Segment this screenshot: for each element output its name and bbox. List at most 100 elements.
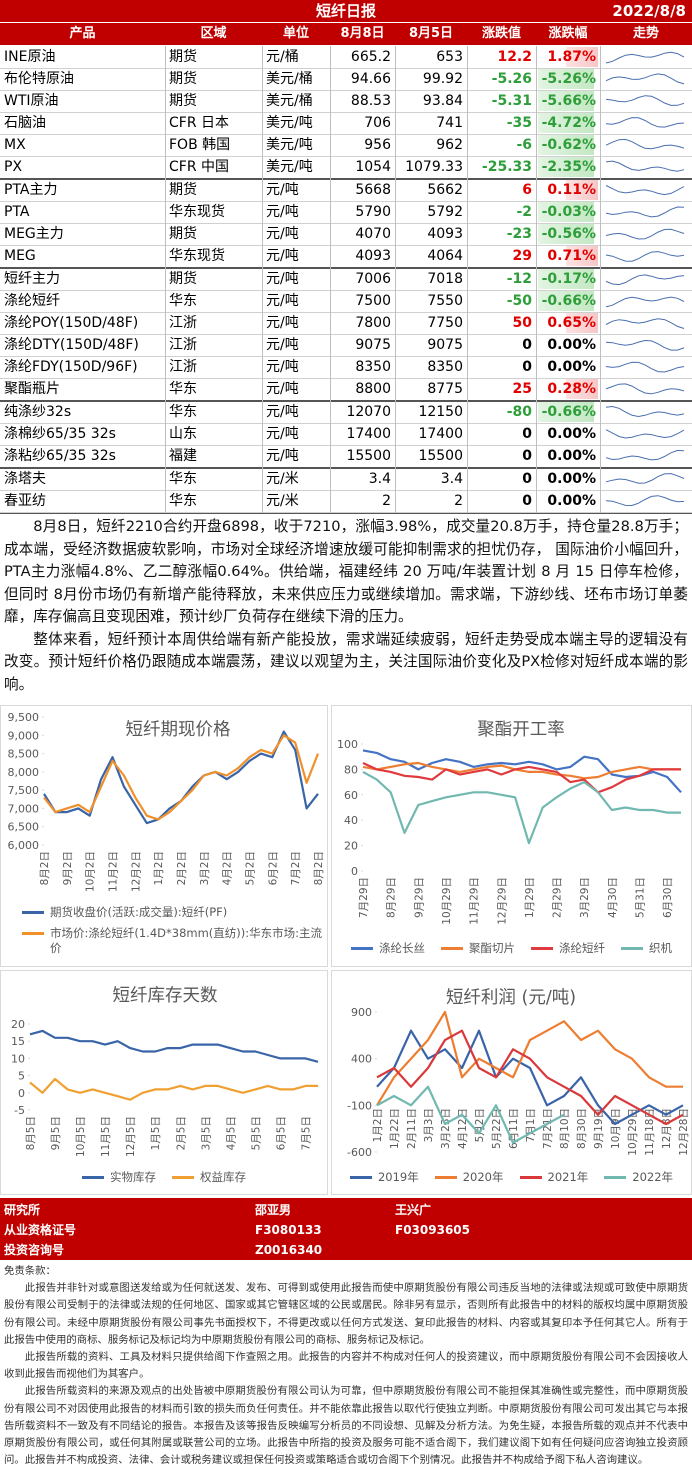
legend-swatch [441, 947, 463, 950]
y-tick-label: 8,000 [8, 766, 40, 779]
x-tick-label: 3月29日 [579, 877, 591, 918]
row-line [0, 134, 692, 135]
trend-sparkline [605, 383, 685, 395]
legend-swatch [172, 1176, 194, 1179]
table-cell: PTA [4, 204, 30, 220]
legend: 实物库存 权益库存 [0, 1170, 328, 1185]
footer-name: 王兴广 [395, 1203, 432, 1217]
table-cell: 布伦特原油 [4, 71, 74, 87]
x-tick-label: 1月29日 [524, 877, 536, 918]
disclaimer-paragraph: 此报告所载资料的来源及观点的出处皆被中原期货股份有限公司认为可靠，但中原期货股份… [4, 1385, 688, 1467]
table-cell: 29 [512, 248, 532, 264]
y-tick-label: 400 [351, 1053, 372, 1066]
table-cell: 7500 [355, 293, 391, 309]
x-tick-label: 1月22日 [389, 1108, 401, 1149]
table-cell: 3.4 [440, 471, 463, 487]
table-cell: 706 [364, 115, 391, 131]
table-cell: -50 [506, 293, 532, 309]
row-line [0, 334, 692, 335]
x-tick-label: 1月5日 [150, 1116, 162, 1150]
y-tick-label: 0 [18, 1087, 25, 1100]
cell-shade [538, 402, 594, 422]
table-cell: -0.03% [541, 204, 596, 220]
column-header: 单位 [282, 26, 309, 41]
x-tick-label: 12月29日 [496, 877, 508, 925]
trend-sparkline [605, 361, 685, 373]
analysis-paragraph: 8月8日，短纤2210合约开盘6898，收于7210，涨幅3.98%，成交量20… [4, 518, 688, 625]
x-tick-label: 6月5日 [275, 1116, 287, 1150]
x-tick-label: 11月29日 [469, 877, 481, 925]
legend-swatch [82, 1176, 104, 1179]
table-cell: 元/吨 [266, 271, 299, 287]
table-cell: -12 [506, 271, 532, 287]
table-cell: -2.35% [541, 159, 596, 175]
trend-sparkline [605, 429, 685, 439]
row-line [0, 245, 692, 246]
trend-sparkline [605, 274, 685, 286]
table-cell: 华东现货 [169, 204, 225, 220]
table-cell: 华东现货 [169, 248, 225, 264]
group-separator [0, 467, 692, 469]
series-line [376, 1029, 684, 1126]
legend-label: 权益库存 [200, 1170, 246, 1184]
cell-shade [538, 69, 594, 89]
table-cell: 665.2 [350, 49, 391, 65]
footer-label: 从业资格证号 [4, 1223, 77, 1237]
table-cell: PX [4, 159, 23, 175]
series-line [362, 770, 681, 845]
table-cell: 17400 [346, 426, 391, 442]
table-cell: 元/吨 [266, 248, 299, 264]
x-tick-label: 3月2日 [199, 851, 211, 885]
x-tick-label: 12月8日 [661, 1108, 673, 1149]
table-cell: -4.72% [541, 115, 596, 131]
table-cell: 0.00% [547, 426, 596, 442]
table-cell: 99.92 [422, 71, 463, 87]
chart: 聚酯开工率 0 20 40 60 80 100 7月29日 8月29日 9月29日 10月29日 11… [331, 705, 692, 967]
table-cell: MX [4, 137, 26, 153]
column-line [330, 46, 331, 513]
table-cell: CFR 日本 [169, 115, 230, 131]
x-tick-label: 12月5日 [125, 1116, 137, 1157]
table-cell: 华东 [169, 404, 197, 420]
legend-item: 权益库存 [172, 1170, 246, 1185]
chart-frame [0, 705, 328, 967]
trend-sparkline [605, 160, 685, 172]
table-cell: 华东 [169, 493, 197, 509]
table-cell: 3.4 [368, 471, 391, 487]
chart-frame [0, 970, 328, 1195]
table-cell: 9075 [427, 337, 463, 353]
cell-shade [538, 157, 594, 177]
x-tick-label: 1月2日 [372, 1108, 384, 1142]
table-cell: 15500 [346, 448, 391, 464]
row-line [0, 223, 692, 224]
y-tick-label: -5 [14, 1104, 25, 1117]
table-cell: 9075 [355, 337, 391, 353]
table-cell: 期货 [169, 182, 197, 198]
legend-swatch [22, 932, 44, 935]
table-cell: 期货 [169, 71, 197, 87]
trend-sparkline [605, 138, 685, 150]
table-cell: 0 [522, 426, 532, 442]
sparkline-layer [605, 51, 685, 507]
disclaimer-title: 免责条款： [4, 1265, 56, 1277]
trend-sparkline [605, 185, 685, 196]
row-line [0, 290, 692, 291]
x-tick-label: 6月2日 [267, 851, 279, 885]
table-cell: 涤塔夫 [4, 471, 46, 487]
trend-sparkline [605, 296, 685, 308]
table-cell: MEG [4, 248, 36, 264]
table-cell: 4093 [427, 226, 463, 242]
legend: 涤纶长丝 聚酯切片 涤纶短纤 织机 [331, 941, 692, 956]
table-cell: 12070 [346, 404, 391, 420]
table-cell: 聚酯瓶片 [4, 381, 60, 397]
legend-item: 涤纶短纤 [531, 941, 605, 956]
table-cell: 12150 [418, 404, 463, 420]
x-tick-label: 7月2日 [290, 851, 302, 885]
y-tick-label: -600 [347, 1146, 372, 1159]
table-cell: -25.33 [481, 159, 532, 175]
series-line [376, 1029, 684, 1126]
table-cell: 0.11% [547, 182, 596, 198]
trend-sparkline [605, 495, 685, 507]
cell-shade [538, 269, 594, 289]
table-cell: 93.84 [422, 93, 463, 109]
